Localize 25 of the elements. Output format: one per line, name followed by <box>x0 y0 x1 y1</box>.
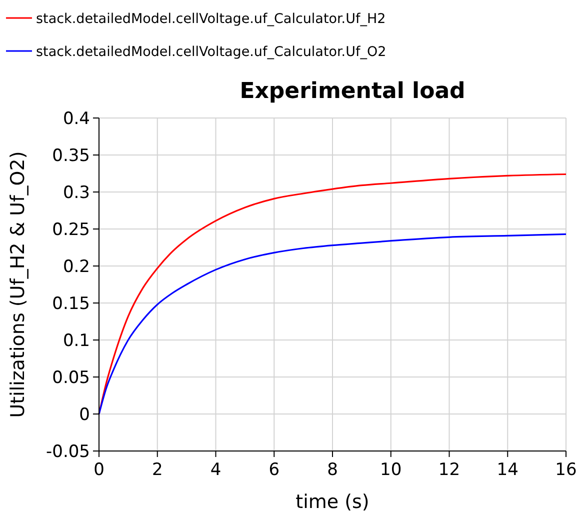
x-tick-label: 6 <box>268 460 280 480</box>
x-axis-title: time (s) <box>296 491 370 513</box>
legend-label: stack.detailedModel.cellVoltage.uf_Calculator.Uf_O2 <box>36 44 386 60</box>
y-tick-label: 0.1 <box>62 331 90 351</box>
chart-title: Experimental load <box>240 79 466 104</box>
x-tick-label: 0 <box>94 460 104 480</box>
x-tick-label: 16 <box>555 460 577 480</box>
y-tick-label: 0.3 <box>62 183 90 203</box>
line-series <box>98 233 567 415</box>
x-tick-label: 4 <box>210 460 222 480</box>
y-tick-label: 0.05 <box>52 368 90 388</box>
y-tick-label: 0.35 <box>52 146 90 166</box>
y-tick-label: -0.05 <box>46 442 90 462</box>
y-tick-label: 0.2 <box>62 257 90 277</box>
x-tick-label: 2 <box>152 460 163 480</box>
x-tick-label: 10 <box>380 460 402 480</box>
legend-label: stack.detailedModel.cellVoltage.uf_Calculator.Uf_H2 <box>36 11 386 27</box>
x-tick-label: 12 <box>438 460 460 480</box>
y-tick-label: 0 <box>79 405 90 425</box>
y-axis-title: Utilizations (Uf_H2 & Uf_O2) <box>7 151 29 418</box>
y-tick-label: 0.15 <box>52 294 90 314</box>
x-tick-label: 14 <box>496 460 518 480</box>
y-tick-label: 0.4 <box>62 109 90 129</box>
y-tick-label: 0.25 <box>52 220 90 240</box>
x-tick-label: 8 <box>327 460 338 480</box>
